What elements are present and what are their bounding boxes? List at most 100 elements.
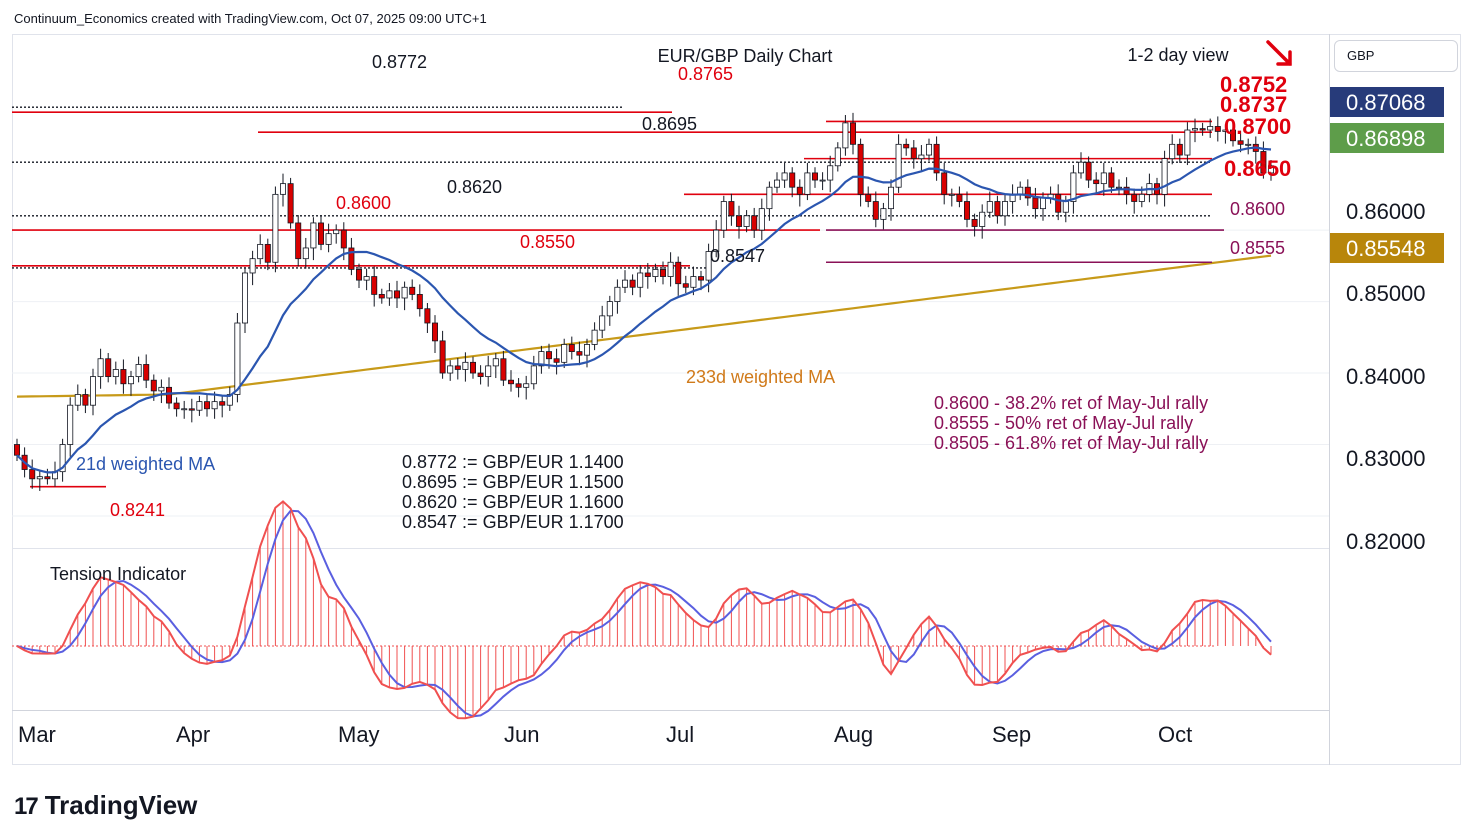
level-label: 0.8700 xyxy=(1224,114,1291,139)
candle-body xyxy=(393,290,400,299)
candle-body xyxy=(698,276,705,281)
level-label: 0.8772 xyxy=(372,52,427,72)
candle-body xyxy=(1268,165,1275,174)
candle-body xyxy=(173,402,180,410)
candle-body xyxy=(44,476,51,480)
price-badge-close: 0.86898 xyxy=(1330,123,1444,153)
candle-body xyxy=(196,401,203,411)
candle-body xyxy=(492,358,499,367)
candle-body xyxy=(766,186,773,210)
candle-body xyxy=(994,201,1001,217)
candle-body xyxy=(120,369,127,385)
price-badge-ma233: 0.85548 xyxy=(1330,233,1444,263)
candle-body xyxy=(971,218,978,227)
candle-body xyxy=(165,386,172,404)
candle-body xyxy=(903,143,910,149)
candle-body xyxy=(355,269,362,281)
pane-separator xyxy=(12,548,1329,549)
candle-body xyxy=(234,322,241,395)
candle-body xyxy=(690,276,697,288)
currency-button[interactable]: GBP xyxy=(1334,40,1458,72)
candle-body xyxy=(622,279,629,288)
candle-body xyxy=(918,154,925,160)
candle-body xyxy=(1222,129,1229,132)
candle-body xyxy=(895,143,902,188)
candle-body xyxy=(105,358,112,378)
tension-title: Tension Indicator xyxy=(50,564,186,584)
candle-body xyxy=(576,351,583,356)
candle-body xyxy=(302,247,309,260)
candle-body xyxy=(1260,151,1267,174)
candle-body xyxy=(348,247,355,270)
conversion-note: 0.8547 := GBP/EUR 1.1700 xyxy=(402,512,624,532)
candle-body xyxy=(447,365,454,374)
candle-body xyxy=(188,408,195,411)
candle-body xyxy=(933,143,940,174)
candle-body xyxy=(865,193,872,202)
down-arrow-icon xyxy=(1266,40,1292,66)
candle-body xyxy=(203,401,210,410)
candle-body xyxy=(644,272,651,277)
candle-body xyxy=(1100,172,1107,185)
candle-body xyxy=(241,272,248,324)
month-tick: Apr xyxy=(176,722,211,747)
candle-body xyxy=(553,358,560,363)
candle-body xyxy=(774,179,781,188)
candle-body xyxy=(751,215,758,231)
candle-body xyxy=(409,286,416,295)
price-tick: 0.86000 xyxy=(1346,199,1426,224)
candle-body xyxy=(431,322,438,342)
candle-body xyxy=(257,243,264,260)
candle-body xyxy=(469,361,476,374)
price-tick: 0.82000 xyxy=(1346,529,1426,554)
candle-body xyxy=(226,394,233,406)
candle-body xyxy=(614,286,621,302)
candle-body xyxy=(13,444,20,456)
candle-body xyxy=(781,172,788,181)
tradingview-logo[interactable]: 17 TradingView xyxy=(14,790,198,820)
fib-note: 0.8555 - 50% ret of May-Jul rally xyxy=(934,413,1193,433)
price-tick: 0.83000 xyxy=(1346,446,1426,471)
candle-body xyxy=(713,229,720,252)
candle-body xyxy=(812,172,819,181)
candle-body xyxy=(660,269,667,277)
candle-body xyxy=(956,193,963,202)
candle-body xyxy=(219,401,226,406)
level-label: 0.8550 xyxy=(520,232,575,252)
candle-body xyxy=(675,261,682,285)
candle-body xyxy=(1062,201,1069,213)
candle-body xyxy=(1207,126,1214,131)
candle-body xyxy=(507,379,514,385)
candle-body xyxy=(652,269,659,277)
level-label: 0.8547 xyxy=(710,246,765,266)
price-tick: 0.85000 xyxy=(1346,281,1426,306)
conversion-note: 0.8695 := GBP/EUR 1.1500 xyxy=(402,472,624,492)
candle-body xyxy=(1032,197,1039,210)
candle-body xyxy=(378,294,385,299)
candle-body xyxy=(948,193,955,196)
ma233-label: 233d weighted MA xyxy=(686,367,835,387)
candle-body xyxy=(1040,197,1047,210)
candle-body xyxy=(629,279,636,288)
candle-body xyxy=(333,229,340,235)
candle-body xyxy=(1214,126,1221,132)
candle-body xyxy=(1078,161,1085,174)
level-label: 0.8600 xyxy=(1230,199,1285,219)
candle-body xyxy=(728,201,735,217)
candle-body xyxy=(637,272,644,288)
candle-body xyxy=(249,258,256,274)
candle-body xyxy=(1002,201,1009,217)
candle-body xyxy=(584,344,591,356)
candle-body xyxy=(272,193,279,263)
candle-body xyxy=(682,283,689,288)
candle-body xyxy=(515,383,522,388)
candle-body xyxy=(1184,129,1191,156)
candle-body xyxy=(530,365,537,385)
tension-line xyxy=(16,500,1272,720)
candle-body xyxy=(842,122,849,149)
level-label: 0.8765 xyxy=(678,64,733,84)
ma21-label: 21d weighted MA xyxy=(76,454,215,474)
candle-body xyxy=(97,358,104,378)
candle-body xyxy=(143,364,150,381)
